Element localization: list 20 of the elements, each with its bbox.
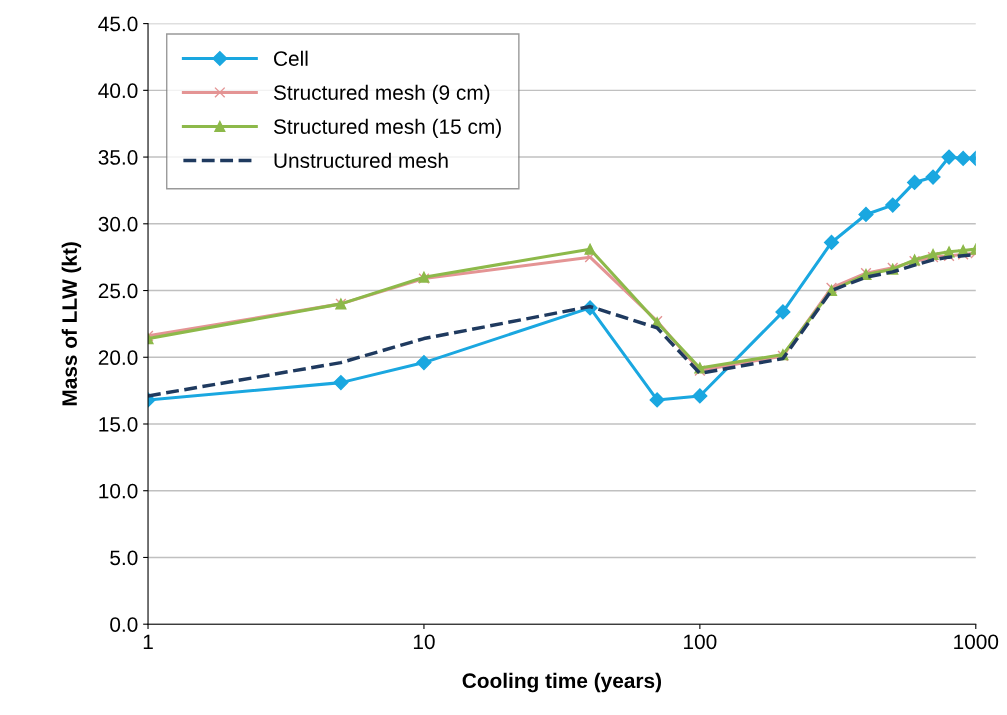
y-tick-label: 0.0	[110, 617, 138, 632]
y-tick-label: 25.0	[98, 283, 138, 299]
x-tick-label: 10	[413, 634, 435, 650]
y-axis-title: Mass of LLW (kt)	[61, 242, 82, 406]
legend-label: Unstructured mesh	[274, 152, 448, 168]
y-tick-label: 30.0	[98, 216, 138, 232]
x-tick-label: 1	[143, 634, 153, 650]
legend-label: Structured mesh (9 cm)	[273, 84, 490, 105]
x-tick-label: 1000	[954, 634, 999, 650]
x-tick-label: 100	[684, 634, 717, 650]
legend-label: Cell	[274, 50, 308, 66]
y-tick-label: 15.0	[99, 417, 138, 432]
y-tick-label: 40.0	[98, 83, 138, 99]
y-tick-label: 35.0	[98, 150, 138, 165]
y-tick-label: 5.0	[110, 550, 138, 566]
y-tick-label: 20.0	[98, 350, 138, 366]
y-tick-label: 45.0	[98, 16, 138, 32]
x-axis-title: Cooling time (years)	[462, 672, 662, 693]
y-tick-label: 10.0	[99, 483, 138, 499]
legend-label: Structured mesh (15 cm)	[273, 118, 501, 139]
